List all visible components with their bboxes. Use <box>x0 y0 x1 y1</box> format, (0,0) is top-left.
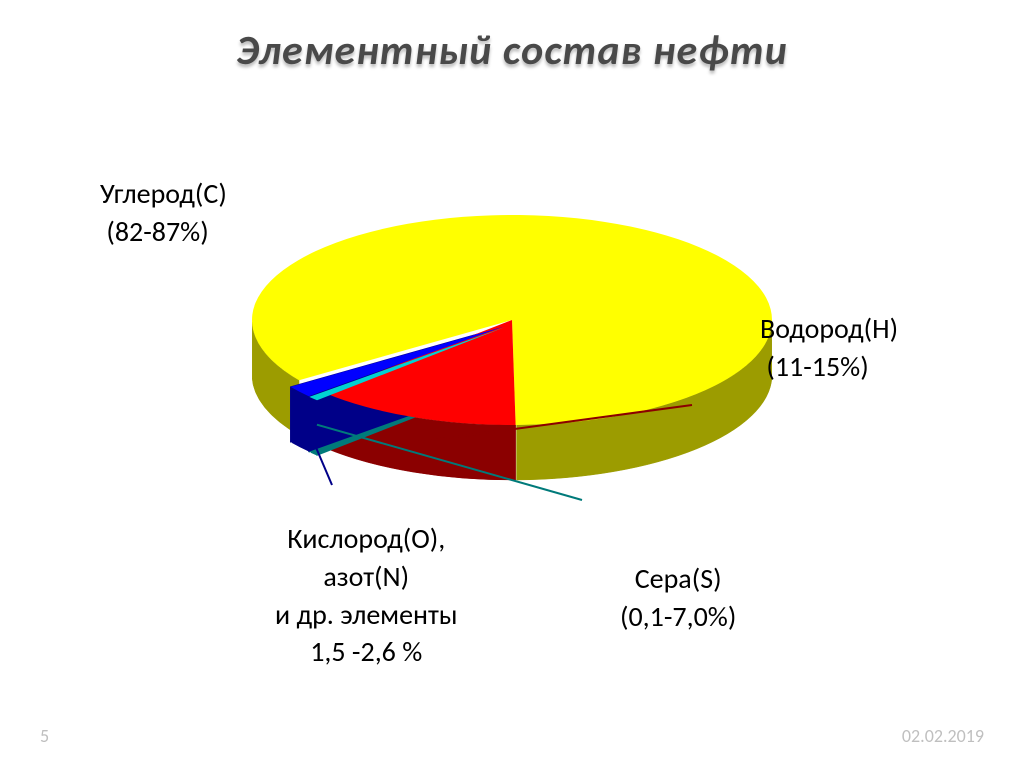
label-sulfur-name: Сера(S) <box>635 561 722 596</box>
chart-title: Элементный состав нефти <box>0 25 1024 76</box>
footer-date: 02.02.2019 <box>902 725 984 747</box>
label-carbon-pct: (82-87%) <box>106 214 208 249</box>
label-carbon: Углерод(С) (82-87%) <box>100 175 227 251</box>
label-hydrogen: Водород(Н) (11-15%) <box>760 310 898 386</box>
pie-chart <box>252 190 772 520</box>
label-hydrogen-pct: (11-15%) <box>766 349 868 384</box>
label-other-l2: азот(N) <box>323 559 409 594</box>
label-carbon-name: Углерод(С) <box>100 176 227 211</box>
footer-page: 5 <box>40 725 49 747</box>
label-other-l3: и др. элементы <box>275 597 457 632</box>
label-hydrogen-name: Водород(Н) <box>760 311 898 346</box>
label-other-l1: Кислород(О), <box>287 521 445 556</box>
label-sulfur: Сера(S) (0,1-7,0%) <box>620 560 736 636</box>
label-sulfur-pct: (0,1-7,0%) <box>620 599 736 634</box>
label-other: Кислород(О), азот(N) и др. элементы 1,5 … <box>275 520 457 671</box>
label-other-l4: 1,5 -2,6 % <box>310 634 422 669</box>
